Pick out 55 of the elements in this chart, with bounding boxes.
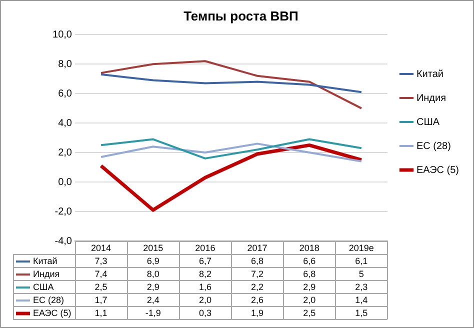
x-tick-label: 2016	[195, 242, 216, 253]
data-label: 1,7	[94, 294, 108, 305]
data-label: 2,9	[146, 282, 160, 292]
legend-label: ЕС (28)	[416, 140, 451, 152]
x-tick-label: 2014	[91, 242, 112, 253]
data-label: 1,1	[94, 308, 108, 318]
data-label: -1,9	[145, 308, 161, 318]
data-label: 6,6	[303, 256, 316, 266]
data-label: 2,9	[303, 282, 316, 292]
data-label: 5	[358, 268, 364, 279]
data-label: 2,5	[303, 308, 316, 318]
text: Индия	[33, 268, 60, 279]
data-label: 7,3	[94, 256, 108, 266]
data-label: 2,6	[251, 294, 264, 305]
data-label: 1,5	[355, 308, 368, 318]
x-tick-label: 2015	[143, 242, 164, 253]
data-label: 1,6	[198, 282, 212, 292]
data-label: 2,2	[251, 282, 264, 292]
data-label: 2,3	[355, 282, 368, 292]
text: США	[33, 282, 54, 292]
data-label: 2,5	[94, 282, 108, 292]
data-label: 1,4	[355, 294, 368, 305]
y-tick-label: 8,0	[58, 58, 72, 70]
legend-label: Индия	[416, 92, 446, 104]
text: ЕС (28)	[33, 294, 64, 305]
data-label: 6,8	[251, 256, 264, 266]
text: Китай	[33, 256, 58, 266]
data-label: 2,0	[198, 294, 212, 305]
data-label: 8,0	[146, 268, 160, 279]
x-tick-label: 2017	[247, 242, 268, 253]
y-tick-label: 2,0	[58, 147, 72, 158]
data-label: 2,4	[146, 294, 160, 305]
y-tick-label: 4,0	[58, 118, 72, 129]
x-tick-label: 2019e	[348, 242, 374, 253]
data-label: 6,7	[198, 256, 212, 266]
y-tick-label: 6,0	[58, 88, 72, 100]
data-label: 7,2	[251, 268, 264, 279]
legend-label: Китай	[416, 68, 444, 80]
legend-label: ЕАЭС (5)	[416, 164, 459, 176]
data-label: 8,2	[198, 268, 212, 279]
legend-label: США	[416, 116, 440, 128]
data-label: 6,9	[146, 256, 160, 266]
data-label: 0,3	[198, 308, 212, 318]
x-tick-label: 2018	[299, 242, 320, 253]
chart-title: Темпы роста ВВП	[184, 8, 298, 24]
y-tick-label: 10,0	[52, 29, 72, 40]
y-tick-label: 0,0	[58, 176, 72, 188]
y-tick-label: -4,0	[54, 236, 72, 247]
data-label: 6,1	[355, 256, 368, 266]
data-label: 2,0	[303, 294, 316, 305]
data-label: 6,8	[303, 268, 316, 279]
text: ЕАЭС (5)	[33, 308, 72, 318]
y-tick-label: -2,0	[54, 206, 72, 218]
data-label: 7,4	[94, 268, 108, 279]
data-label: 1,9	[251, 308, 264, 318]
